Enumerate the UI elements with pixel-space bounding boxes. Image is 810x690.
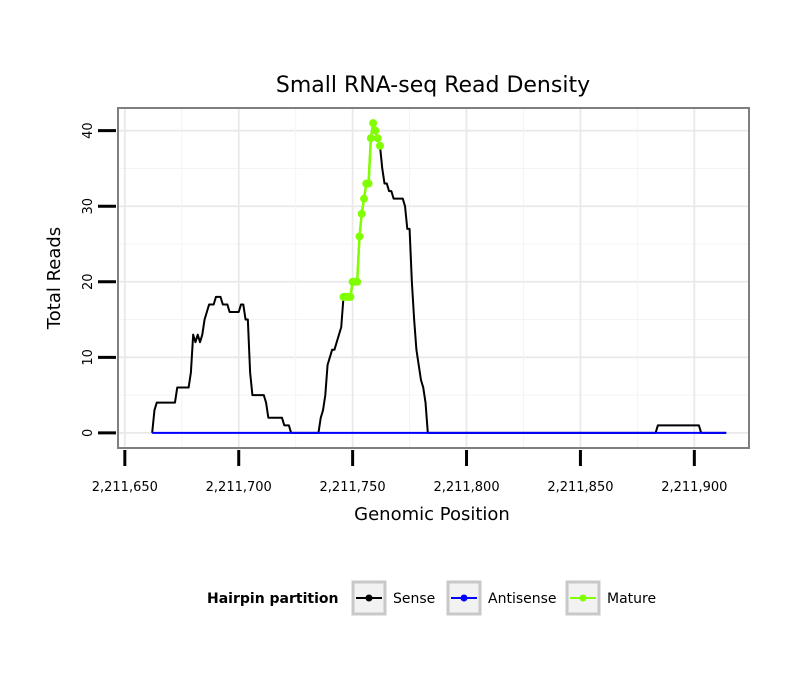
legend-point-sense [365,594,373,602]
x-tick-label: 2,211,650 [92,480,158,495]
legend: Hairpin partition Sense Antisense Mature [207,580,656,616]
legend-label-antisense: Antisense [488,591,557,607]
x-tick-label: 2,211,700 [206,480,272,495]
x-tick-label: 2,211,850 [547,480,613,495]
legend-point-antisense [460,594,468,602]
mature-point [366,134,375,143]
chart-title: Small RNA-seq Read Density [276,73,590,98]
y-tick-label: 0 [81,429,96,437]
legend-label-mature: Mature [607,591,656,607]
mature-point [355,232,364,241]
legend-item-mature: Mature [565,580,656,616]
series-line-sense [151,122,727,434]
x-tick-label: 2,211,800 [433,480,499,495]
y-tick-label: 20 [81,274,96,291]
y-tick-label: 10 [81,349,96,366]
legend-title: Hairpin partition [207,591,338,607]
legend-item-antisense: Antisense [446,580,557,616]
x-tick-label: 2,211,900 [661,480,727,495]
series-layer [151,119,727,434]
x-tick-label: 2,211,750 [320,480,386,495]
mature-point [375,141,384,150]
mature-point [357,209,366,218]
x-axis: 2,211,650 2,211,700 2,211,750 2,211,800 2,21… [92,450,727,495]
legend-point-mature [579,594,587,602]
legend-label-sense: Sense [393,591,435,607]
y-axis-title: Total Reads [44,227,65,330]
plot-border [117,107,750,449]
plot-background [118,108,749,448]
y-axis: 0 10 20 30 40 [81,122,116,437]
mature-point [369,119,378,128]
y-tick-label: 40 [81,122,96,139]
x-axis-title: Genomic Position [354,504,510,525]
mature-point [373,134,382,143]
y-tick-label: 30 [81,198,96,215]
mature-point [353,277,362,286]
mature-point [371,126,380,135]
mature-point [360,194,369,203]
mature-point [346,292,355,301]
mature-point [364,179,373,188]
legend-item-sense: Sense [351,580,435,616]
